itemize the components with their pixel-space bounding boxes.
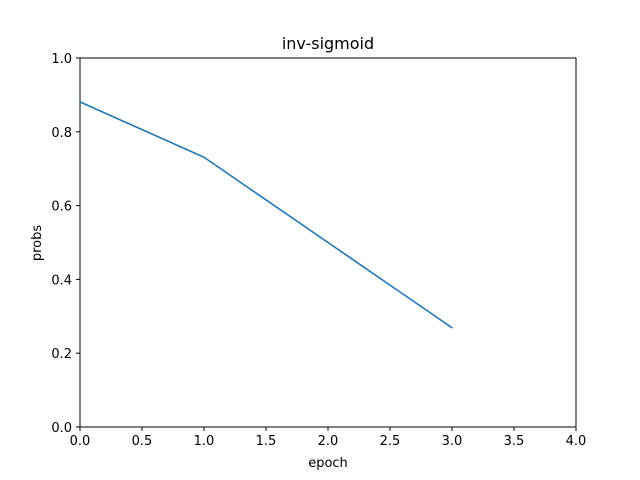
- plot-area: 0.0 0.5 1.0 1.5 2.0 2.5 3.0 3.5 4.0 0.0 0.2 0.4 0.6 0…: [51, 52, 586, 449]
- x-tick-label: 2.0: [318, 434, 339, 449]
- x-tick-label: 0.5: [132, 434, 153, 449]
- y-tick-label: 0.6: [51, 200, 72, 215]
- chart-title: inv-sigmoid: [282, 34, 374, 53]
- x-tick-label: 3.5: [504, 434, 525, 449]
- y-tick-label: 1.0: [51, 52, 72, 67]
- y-axis-label: probs: [30, 225, 45, 262]
- x-tick-label: 2.5: [380, 434, 401, 449]
- data-point: [79, 101, 81, 103]
- data-point: [327, 241, 329, 244]
- data-point: [203, 156, 205, 159]
- x-tick-label: 3.0: [442, 434, 463, 449]
- x-tick-label: 4.0: [566, 434, 587, 449]
- series-line: [79, 101, 453, 329]
- data-point: [451, 326, 453, 329]
- x-axis-label: epoch: [308, 456, 348, 471]
- y-tick-label: 0.8: [51, 126, 72, 141]
- x-tick-label: 1.5: [256, 434, 277, 449]
- y-tick-label: 0.4: [51, 273, 72, 288]
- x-tick-label: 1.0: [194, 434, 215, 449]
- y-tick-label: 0.0: [51, 421, 72, 436]
- x-tick-label: 0.0: [70, 434, 91, 449]
- y-tick-label: 0.2: [51, 347, 72, 362]
